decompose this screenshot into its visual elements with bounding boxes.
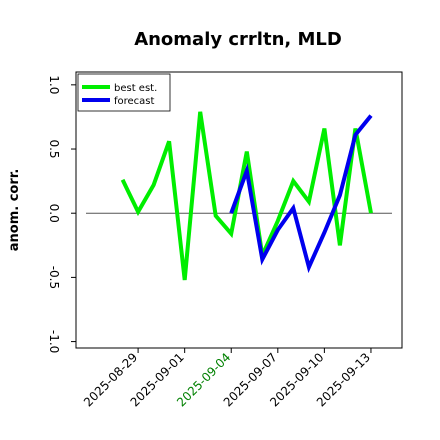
- legend: best est. forecast: [77, 73, 171, 112]
- legend-label-forecast: forecast: [114, 96, 155, 107]
- legend-label-best-est: best est.: [114, 83, 157, 94]
- y-tick-label: -0.5: [47, 266, 61, 289]
- series-line-best-est: [120, 111, 373, 281]
- series-line-forecast: [229, 114, 373, 274]
- y-tick-label: 0.0: [47, 204, 61, 223]
- y-axis: -1.0 -0.5 0.0 0.5 1.0: [47, 75, 76, 353]
- y-tick-label: 1.0: [47, 75, 61, 94]
- y-axis-label: anom. corr.: [7, 169, 22, 252]
- plot-frame: [75, 71, 403, 349]
- y-tick-label: 0.5: [47, 139, 61, 158]
- y-tick-label: -1.0: [47, 330, 61, 353]
- chart-title: Anomaly crrltn, MLD: [134, 29, 342, 50]
- series-layer: [120, 111, 373, 281]
- x-axis: 2025-08-292025-09-012025-09-042025-09-07…: [81, 348, 373, 409]
- legend-box: [77, 73, 171, 112]
